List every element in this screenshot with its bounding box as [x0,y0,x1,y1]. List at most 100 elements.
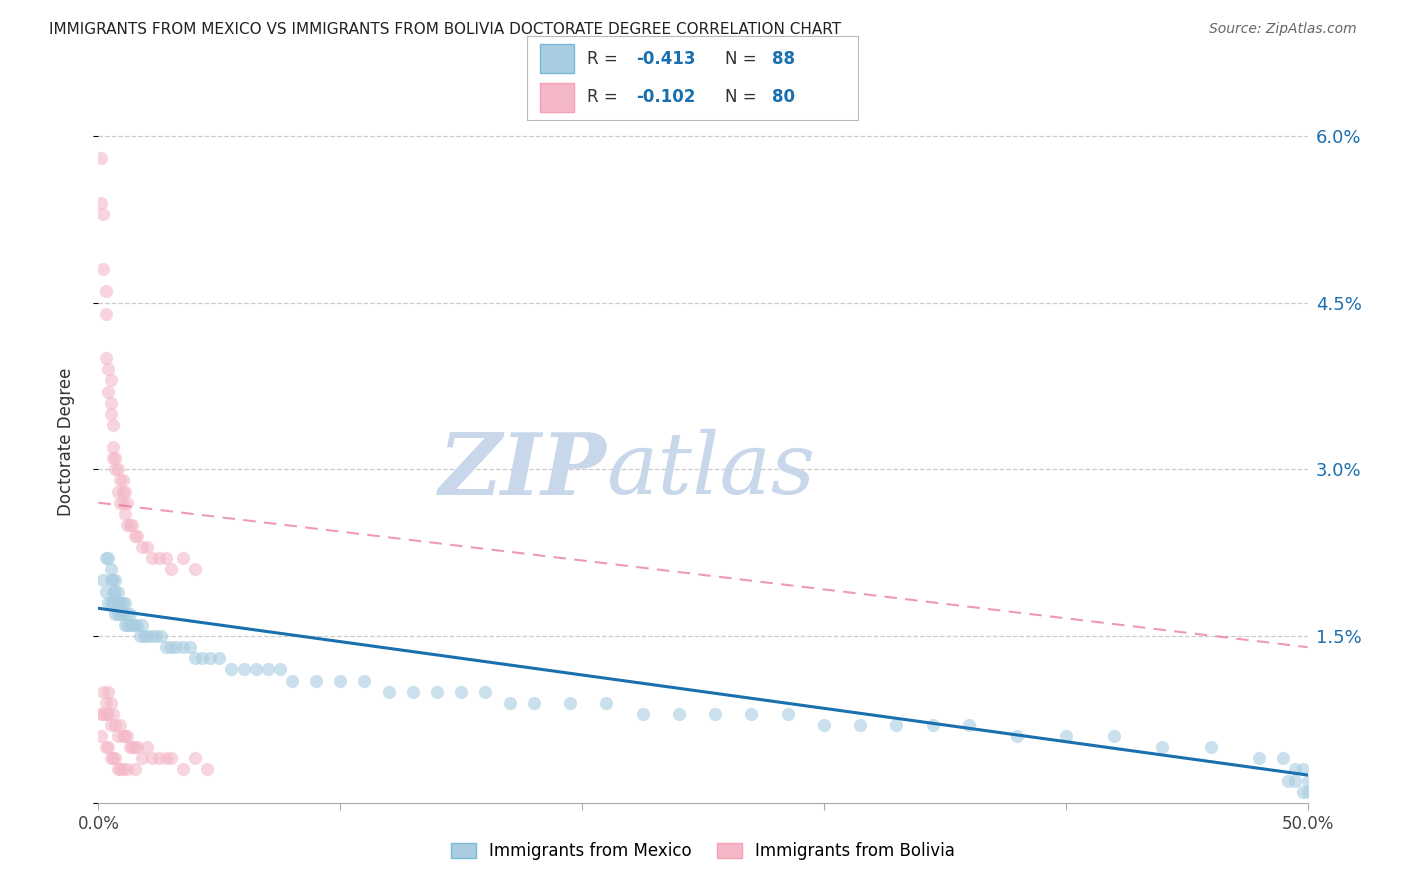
Point [668,706,690,721]
Point [184,651,207,665]
Bar [540,83,574,112]
Point [631,706,654,721]
Point [426,684,449,698]
Point [127,740,149,755]
Point [118,740,141,755]
Point [1296,773,1319,788]
Point [195,763,218,777]
Point [104,462,127,476]
Point [1199,740,1222,755]
Point [101,584,124,599]
Point [1284,773,1306,788]
Point [100,718,122,732]
Point [111,729,134,743]
Text: atlas: atlas [606,429,815,512]
Point [849,718,872,732]
Point [245,662,267,676]
Text: R =: R = [586,87,623,105]
Point [94,706,117,721]
Point [111,484,134,499]
Point [100,574,122,588]
Point [94,740,117,755]
Point [107,763,129,777]
Point [90,151,112,165]
Point [1284,763,1306,777]
Point [94,285,117,299]
Y-axis label: Doctorate Degree: Doctorate Degree [56,368,75,516]
Point [256,662,278,676]
Point [377,684,399,698]
Point [107,607,129,621]
Point [97,740,120,755]
Point [100,751,122,765]
Point [1272,751,1295,765]
Point [91,207,114,221]
Point [100,562,122,576]
Point [91,706,114,721]
Point [595,696,617,710]
Point [111,496,134,510]
Point [172,640,194,655]
Text: N =: N = [725,87,762,105]
Point [117,496,139,510]
Point [155,751,177,765]
Text: IMMIGRANTS FROM MEXICO VS IMMIGRANTS FROM BOLIVIA DOCTORATE DEGREE CORRELATION C: IMMIGRANTS FROM MEXICO VS IMMIGRANTS FRO… [49,22,841,37]
Point [141,629,163,643]
Point [108,596,131,610]
Point [91,262,114,277]
Point [145,629,167,643]
Point [91,684,114,698]
Point [101,417,124,432]
Point [1152,740,1174,755]
Point [269,662,291,676]
Point [108,763,131,777]
Point [101,596,124,610]
Point [131,751,153,765]
Text: R =: R = [586,50,623,68]
Point [104,751,127,765]
Point [117,618,139,632]
Point [108,607,131,621]
Point [221,662,243,676]
Point [208,651,231,665]
Point [921,718,943,732]
Point [886,718,908,732]
Point [101,706,124,721]
Point [104,607,127,621]
Point [90,195,112,210]
Point [141,551,163,566]
Point [141,751,163,765]
Point [108,496,131,510]
Legend: Immigrants from Mexico, Immigrants from Bolivia: Immigrants from Mexico, Immigrants from … [444,836,962,867]
Point [776,706,799,721]
Point [558,696,581,710]
Text: Source: ZipAtlas.com: Source: ZipAtlas.com [1209,22,1357,37]
Point [450,684,472,698]
Point [353,673,375,688]
Bar [540,44,574,73]
Point [101,440,124,454]
Point [135,540,157,554]
Point [191,651,214,665]
Point [124,529,146,543]
Point [97,706,120,721]
Point [134,629,156,643]
Point [108,718,131,732]
Point [124,740,146,755]
Point [107,729,129,743]
Point [813,718,835,732]
Point [101,751,124,765]
Point [498,696,520,710]
Point [1292,763,1315,777]
Point [148,551,170,566]
Point [104,718,127,732]
Point [117,763,139,777]
Point [128,629,150,643]
Point [117,517,139,532]
Point [94,696,117,710]
Point [104,451,127,466]
Point [121,618,143,632]
Point [94,351,117,366]
Point [114,507,136,521]
Point [150,629,173,643]
